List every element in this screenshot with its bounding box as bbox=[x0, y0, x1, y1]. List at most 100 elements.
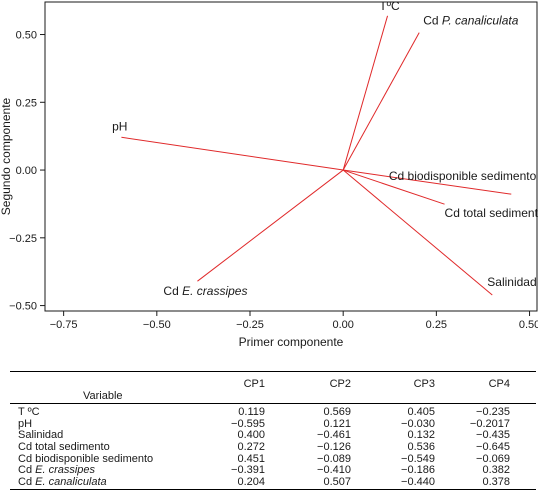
loading-vector bbox=[121, 136, 344, 171]
cell-cp1: 0.451 bbox=[237, 452, 265, 465]
row-variable-label: T ºC bbox=[10, 404, 197, 419]
x-tick-label: 0.00 bbox=[332, 319, 353, 331]
table-row: T ºC 0.119 0.569 0.405 −0.235 bbox=[10, 404, 536, 419]
loading-vector-label: Cd biodisponible sedimento bbox=[389, 169, 537, 183]
cell-cp2: −0.461 bbox=[317, 429, 351, 442]
vector-label-text: TºC bbox=[379, 0, 400, 13]
column-header-cp2: CP2 bbox=[277, 370, 363, 391]
column-header-cp1: CP1 bbox=[197, 370, 277, 391]
cell-cp4: −0.645 bbox=[476, 440, 510, 453]
cell-cp1: −0.391 bbox=[231, 464, 265, 477]
column-header-cp4: CP4 bbox=[449, 370, 536, 391]
cell-cp3: −0.030 bbox=[401, 417, 435, 430]
row-variable-label: Cd biodisponible sedimento bbox=[10, 452, 197, 466]
row-variable-text: Cd bbox=[18, 464, 36, 477]
vector-label-species: P. canaliculata bbox=[442, 14, 519, 28]
loading-vector bbox=[343, 169, 512, 195]
vector-label-text: Cd biodisponible sedimento bbox=[389, 169, 537, 183]
cell-cp2: 0.569 bbox=[323, 406, 351, 419]
x-axis-title: Primer componente bbox=[239, 335, 344, 349]
loading-vector bbox=[197, 169, 344, 282]
table-row: Salinidad 0.400 −0.461 0.132 −0.435 bbox=[10, 430, 536, 442]
row-variable-text: Cd total sedimento bbox=[18, 440, 110, 453]
cell-cp4: 0.382 bbox=[482, 464, 510, 477]
column-header-cp3: CP3 bbox=[363, 370, 449, 391]
cell-cp4: −0.435 bbox=[476, 429, 510, 442]
cell-cp3: −0.440 bbox=[363, 476, 449, 491]
cell-cp4: −0.069 bbox=[476, 452, 510, 465]
loadings-table: CP1 CP2 CP3 CP4 Variable T ºC 0.119 0.569 0… bbox=[10, 370, 536, 491]
loading-vector bbox=[342, 15, 389, 171]
loading-vector-label: Cd P. canaliculata bbox=[423, 14, 519, 28]
row-variable-label: Cd E. crassipes bbox=[10, 464, 197, 477]
x-tick-label: −0.75 bbox=[50, 319, 78, 331]
vector-label-text: pH bbox=[112, 119, 127, 133]
loading-vector-label: Cd E. crassipes bbox=[163, 284, 247, 298]
y-tick-label: −0.50 bbox=[9, 301, 37, 313]
row-variable-species: E. crassipes bbox=[35, 464, 96, 477]
row-variable-text: Cd biodisponible sedimento bbox=[18, 452, 154, 465]
loading-vector-label: TºC bbox=[379, 0, 400, 13]
row-variable-label: Salinidad bbox=[10, 430, 197, 442]
row-variable-text: Cd bbox=[18, 475, 36, 488]
cell-cp1: −0.595 bbox=[231, 417, 265, 430]
cell-cp2: 0.507 bbox=[277, 476, 363, 491]
row-variable-label: pH bbox=[10, 417, 197, 431]
cell-cp1: 0.272 bbox=[237, 440, 265, 453]
cell-cp3: 0.405 bbox=[407, 406, 435, 419]
cell-cp2: 0.121 bbox=[323, 417, 351, 430]
cell-cp2: −0.126 bbox=[317, 440, 351, 453]
x-tick-label: −0.50 bbox=[143, 319, 171, 331]
loading-vector bbox=[343, 169, 445, 205]
y-tick-label: 0.50 bbox=[16, 30, 37, 42]
table-row: Cd E. crassipes −0.391 −0.410 −0.186 0.382 bbox=[10, 464, 536, 477]
table-header-row: CP1 CP2 CP3 CP4 bbox=[10, 370, 536, 391]
cell-cp2: −0.089 bbox=[317, 452, 351, 465]
y-tick-label: −0.25 bbox=[9, 233, 37, 245]
plot-frame bbox=[44, 1, 538, 312]
table-row: pH −0.595 0.121 −0.030 −0.2017 bbox=[10, 417, 536, 431]
table-body: T ºC 0.119 0.569 0.405 −0.235 pH −0.595 0.121 −0… bbox=[10, 404, 536, 491]
table-row: Cd biodisponible sedimento 0.451 −0.089 −0.… bbox=[10, 452, 536, 466]
vector-label-text: Cd bbox=[163, 284, 182, 298]
column-header-variable: Variable bbox=[10, 390, 197, 405]
cell-cp3: −0.186 bbox=[401, 464, 435, 477]
y-tick-label: 0.00 bbox=[16, 165, 37, 177]
loading-vector-label: Salinidad bbox=[487, 275, 536, 289]
table-row: Cd E. canaliculata 0.204 0.507 −0.440 0.378 bbox=[10, 475, 536, 491]
loading-vector-label: Cd total sedimento bbox=[445, 206, 538, 220]
row-variable-label: Cd E. canaliculata bbox=[10, 475, 197, 491]
row-variable-label: Cd total sedimento bbox=[10, 440, 197, 454]
cell-cp3: 0.536 bbox=[407, 440, 435, 453]
loading-vector-label: pH bbox=[112, 119, 127, 133]
row-variable-text: T ºC bbox=[18, 406, 40, 419]
loading-vectors bbox=[121, 15, 512, 296]
x-tick-label: 0.50 bbox=[519, 319, 538, 331]
cell-cp3: 0.132 bbox=[407, 429, 435, 442]
x-tick-label: 0.25 bbox=[426, 319, 447, 331]
vector-label-text: Cd total sedimento bbox=[445, 206, 538, 220]
cell-cp4: −0.235 bbox=[476, 406, 510, 419]
vector-label-text: Cd bbox=[423, 14, 442, 28]
vector-label-text: Salinidad bbox=[487, 275, 536, 289]
y-axis-title: Segundo componente bbox=[0, 97, 13, 215]
row-variable-text: pH bbox=[18, 417, 33, 430]
cell-cp1: 0.400 bbox=[237, 429, 265, 442]
vector-label-species: E. crassipes bbox=[182, 284, 247, 298]
loading-vector-labels: TºC pH Salinidad Cd total sedimento Cd biodi… bbox=[112, 0, 538, 298]
y-tick-label: 0.25 bbox=[16, 97, 37, 109]
x-axis-ticks: −0.75 −0.50 −0.25 0.00 0.25 0.50 bbox=[50, 311, 538, 331]
cell-cp4: −0.2017 bbox=[469, 417, 510, 430]
cell-cp2: −0.410 bbox=[317, 464, 351, 477]
loadings-table-container: CP1 CP2 CP3 CP4 Variable T ºC 0.119 0.569 0… bbox=[10, 370, 536, 491]
table-header-variable-row: Variable bbox=[10, 390, 536, 405]
y-axis-ticks: 0.50 0.25 0.00 −0.25 −0.50 bbox=[9, 30, 45, 313]
loading-vector bbox=[342, 169, 493, 296]
table-row: Cd total sedimento 0.272 −0.126 0.536 −0.645 bbox=[10, 440, 536, 454]
loading-vector bbox=[342, 32, 420, 171]
cell-cp1: 0.119 bbox=[238, 406, 265, 419]
cell-cp1: 0.204 bbox=[197, 476, 277, 491]
x-tick-label: −0.25 bbox=[236, 319, 264, 331]
cell-cp4: 0.378 bbox=[449, 476, 536, 491]
pca-biplot: −0.75 −0.50 −0.25 0.00 0.25 0.50 0.50 0.25 0.00… bbox=[0, 0, 538, 349]
